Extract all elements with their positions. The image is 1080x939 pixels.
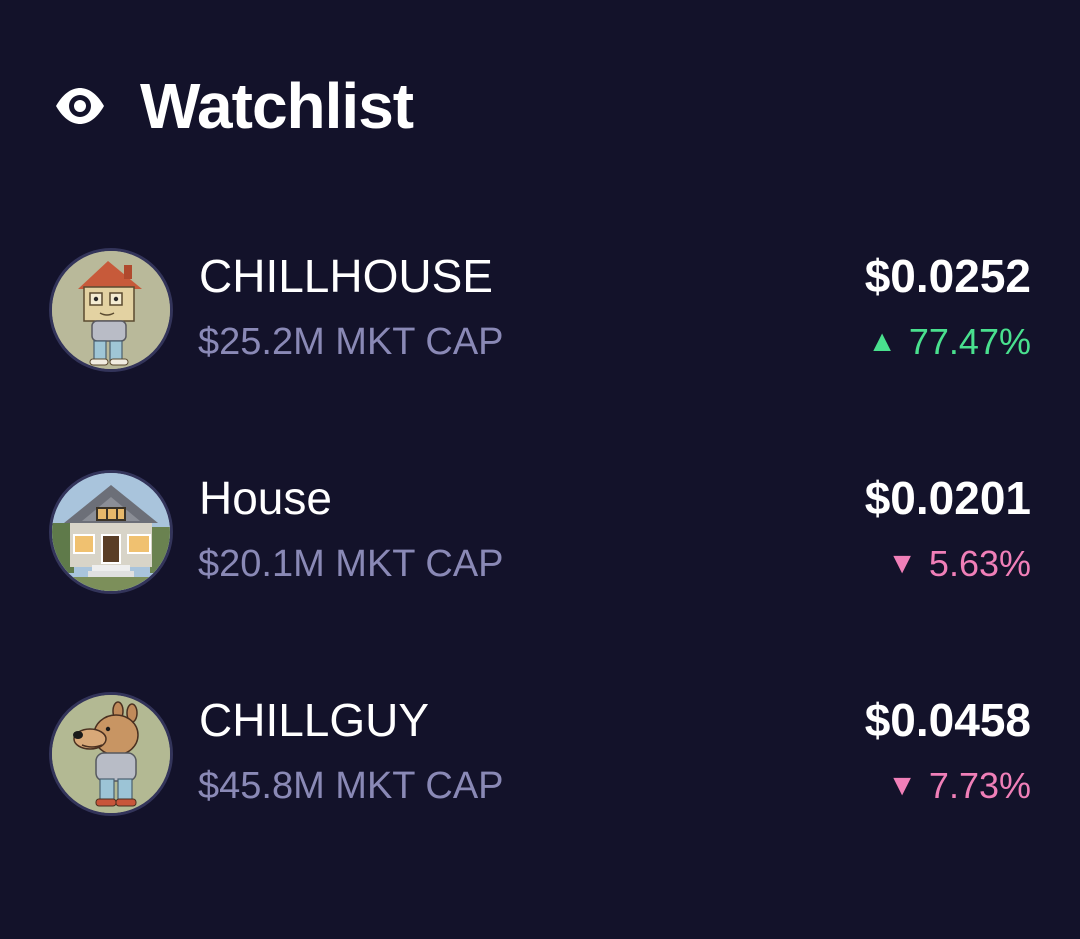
price-change: ▼ 7.73%: [887, 764, 1031, 808]
arrow-up-icon: ▲: [867, 325, 897, 358]
token-price: $0.0458: [864, 694, 1031, 746]
token-name: House: [199, 472, 332, 524]
watchlist-item-chillhouse[interactable]: CHILLHOUSE $25.2M MKT CAP $0.0252 ▲ 77.4…: [0, 248, 1080, 374]
eye-icon: [56, 88, 104, 124]
chillguy-avatar-icon: [49, 692, 173, 816]
watchlist-item-chillguy[interactable]: CHILLGUY $45.8M MKT CAP $0.0458 ▼ 7.73%: [0, 692, 1080, 818]
price-change-value: 5.63%: [928, 543, 1031, 584]
price-change: ▲ 77.47%: [867, 320, 1031, 364]
market-cap: $20.1M MKT CAP: [198, 543, 504, 585]
house-avatar-icon: [49, 470, 173, 594]
arrow-down-icon: ▼: [887, 547, 917, 580]
token-price: $0.0252: [864, 250, 1031, 302]
arrow-down-icon: ▼: [887, 769, 917, 802]
market-cap: $45.8M MKT CAP: [198, 765, 504, 807]
price-change-value: 7.73%: [928, 765, 1031, 806]
token-name: CHILLGUY: [199, 694, 430, 746]
watchlist-item-house[interactable]: House $20.1M MKT CAP $0.0201 ▼ 5.63%: [0, 470, 1080, 596]
watchlist-header: Watchlist: [54, 68, 414, 144]
token-name: CHILLHOUSE: [199, 250, 493, 302]
price-change-value: 77.47%: [908, 321, 1031, 362]
price-change: ▼ 5.63%: [887, 542, 1031, 586]
page-title: Watchlist: [140, 70, 414, 142]
chillhouse-avatar-icon: [49, 248, 173, 372]
market-cap: $25.2M MKT CAP: [198, 321, 504, 363]
token-price: $0.0201: [864, 472, 1031, 524]
